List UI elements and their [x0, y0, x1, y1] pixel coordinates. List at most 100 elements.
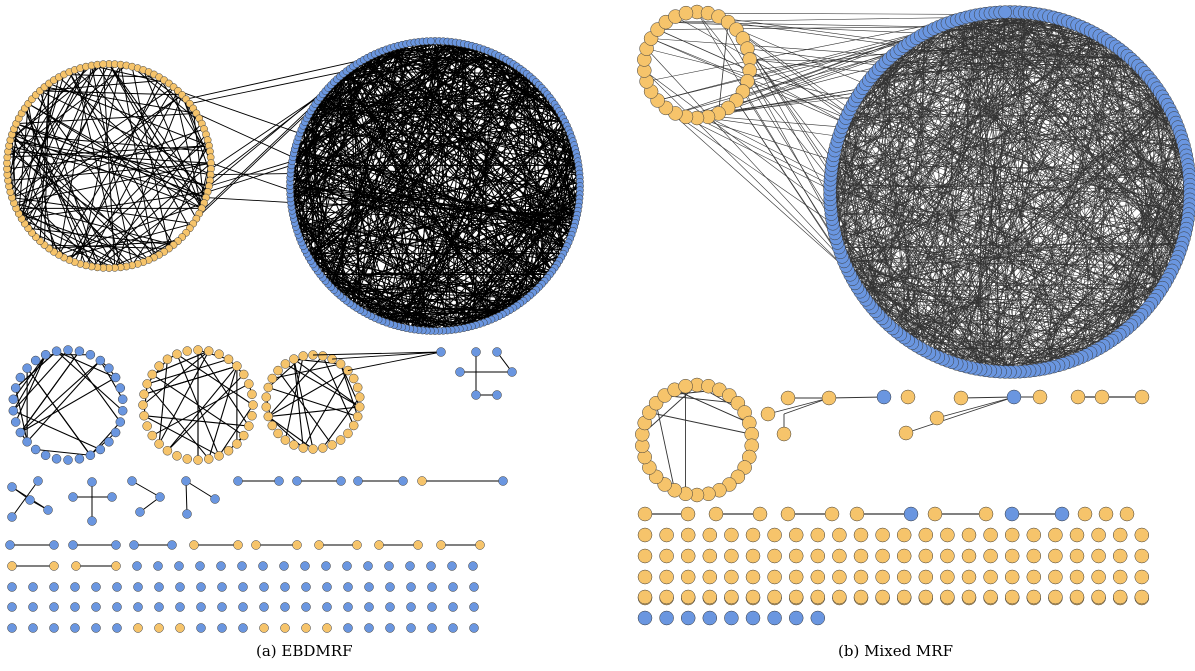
node: [853, 589, 869, 605]
node: [301, 623, 311, 633]
edge: [665, 21, 926, 34]
edge: [849, 76, 873, 275]
node: [95, 355, 106, 366]
node: [289, 440, 299, 450]
node: [10, 383, 21, 393]
edge: [830, 145, 1185, 205]
node: [824, 506, 840, 522]
edge: [39, 90, 98, 268]
edge: [289, 185, 507, 313]
node: [342, 561, 352, 571]
edge: [665, 107, 849, 271]
edge: [502, 57, 569, 130]
edge: [852, 278, 981, 370]
node: [322, 602, 332, 612]
edge: [509, 177, 581, 311]
edge: [389, 47, 556, 269]
edge: [1164, 127, 1179, 284]
edge: [847, 113, 1025, 372]
node: [203, 454, 214, 464]
node: [8, 394, 19, 405]
edge: [852, 242, 1183, 280]
edge: [382, 210, 579, 322]
edge: [210, 162, 291, 191]
edge: [21, 218, 121, 268]
small-star-1: [7, 476, 53, 522]
edge: [185, 480, 188, 515]
node: [849, 506, 865, 522]
edge: [185, 59, 364, 100]
edge: [936, 396, 1015, 419]
edge: [336, 78, 537, 291]
node: [7, 582, 17, 592]
edge: [841, 256, 1082, 358]
node: [335, 359, 346, 369]
node: [1026, 589, 1042, 605]
node: [1004, 589, 1020, 605]
edge: [912, 96, 1163, 344]
node: [1134, 389, 1150, 405]
edge: [1048, 16, 1188, 224]
node: [352, 382, 363, 393]
edge: [845, 265, 1142, 316]
node: [70, 602, 80, 612]
edge: [881, 65, 1191, 195]
node: [1069, 527, 1085, 543]
edge: [860, 92, 1166, 284]
edge: [646, 48, 845, 262]
edge: [896, 12, 996, 332]
node: [637, 569, 653, 585]
edge: [665, 107, 834, 225]
edge: [942, 19, 1064, 360]
node: [1069, 569, 1085, 585]
edge: [487, 144, 575, 322]
node: [1054, 506, 1070, 522]
node: [104, 363, 114, 373]
edge: [15, 350, 57, 389]
edge: [1094, 155, 1187, 351]
edge: [293, 358, 361, 408]
node: [940, 527, 955, 543]
node: [724, 527, 739, 543]
node: [30, 444, 41, 455]
edge: [19, 350, 80, 433]
edge: [830, 179, 1185, 239]
node: [364, 602, 374, 612]
edge: [516, 137, 573, 306]
edge: [850, 274, 1016, 373]
small-star-3: [127, 476, 165, 517]
node: [28, 623, 38, 633]
node: [1026, 548, 1042, 564]
node: [1134, 569, 1150, 585]
edge: [306, 117, 577, 154]
node: [918, 589, 934, 605]
node: [49, 582, 59, 592]
node: [133, 602, 143, 612]
edge: [494, 73, 528, 318]
edge: [352, 65, 558, 265]
node: [15, 372, 26, 383]
node: [448, 623, 458, 633]
node: [776, 426, 792, 442]
edge: [268, 406, 360, 418]
node: [74, 346, 85, 356]
edge: [16, 123, 207, 198]
isolated-nodes-b: [637, 506, 1150, 626]
node: [760, 406, 776, 422]
edge: [961, 18, 1182, 248]
node: [214, 349, 224, 359]
node: [280, 435, 291, 445]
edge: [847, 270, 1045, 369]
edge: [176, 353, 254, 406]
node: [352, 411, 363, 422]
edge: [862, 12, 1021, 296]
panel-a-network: [3, 37, 584, 633]
edge: [644, 70, 832, 210]
chain-component: [1070, 389, 1150, 405]
edge: [1119, 136, 1182, 335]
edge: [292, 129, 302, 215]
node: [238, 369, 249, 380]
edge: [947, 23, 1124, 332]
node: [258, 561, 268, 571]
node: [154, 623, 164, 633]
